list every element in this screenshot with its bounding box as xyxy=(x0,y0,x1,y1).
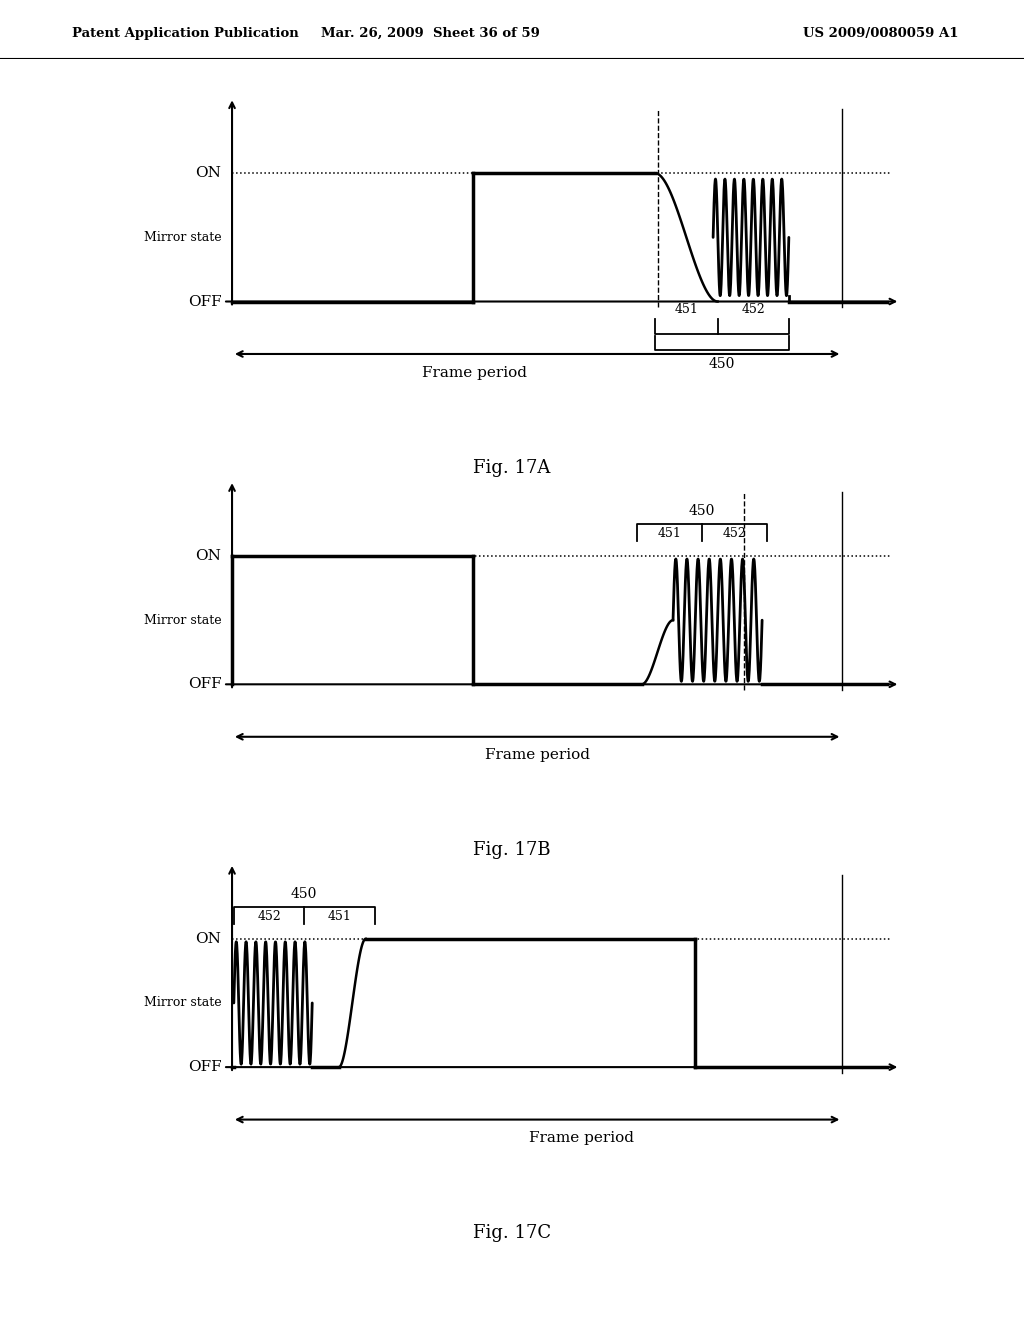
Text: ON: ON xyxy=(196,166,221,181)
Text: 452: 452 xyxy=(257,909,281,923)
Text: OFF: OFF xyxy=(187,677,221,692)
Text: OFF: OFF xyxy=(187,294,221,309)
Text: 452: 452 xyxy=(722,527,746,540)
Text: Frame period: Frame period xyxy=(484,748,590,763)
Text: Fig. 17A: Fig. 17A xyxy=(473,459,551,478)
Text: ON: ON xyxy=(196,932,221,946)
Text: Mirror state: Mirror state xyxy=(143,614,221,627)
Text: ON: ON xyxy=(196,549,221,564)
Text: Frame period: Frame period xyxy=(529,1131,634,1146)
Text: 452: 452 xyxy=(741,304,765,315)
Text: Frame period: Frame period xyxy=(422,366,527,380)
Text: Mar. 26, 2009  Sheet 36 of 59: Mar. 26, 2009 Sheet 36 of 59 xyxy=(321,26,540,40)
Text: 450: 450 xyxy=(689,504,715,519)
Text: OFF: OFF xyxy=(187,1060,221,1074)
Text: US 2009/0080059 A1: US 2009/0080059 A1 xyxy=(803,26,958,40)
Text: Mirror state: Mirror state xyxy=(143,997,221,1010)
Text: 451: 451 xyxy=(657,527,682,540)
Text: 450: 450 xyxy=(291,887,317,902)
Text: 450: 450 xyxy=(709,356,735,371)
Text: Fig. 17C: Fig. 17C xyxy=(473,1224,551,1242)
Text: Fig. 17B: Fig. 17B xyxy=(473,841,551,859)
Text: 451: 451 xyxy=(328,909,351,923)
Text: Patent Application Publication: Patent Application Publication xyxy=(72,26,298,40)
Text: Mirror state: Mirror state xyxy=(143,231,221,244)
Text: 451: 451 xyxy=(675,304,698,315)
